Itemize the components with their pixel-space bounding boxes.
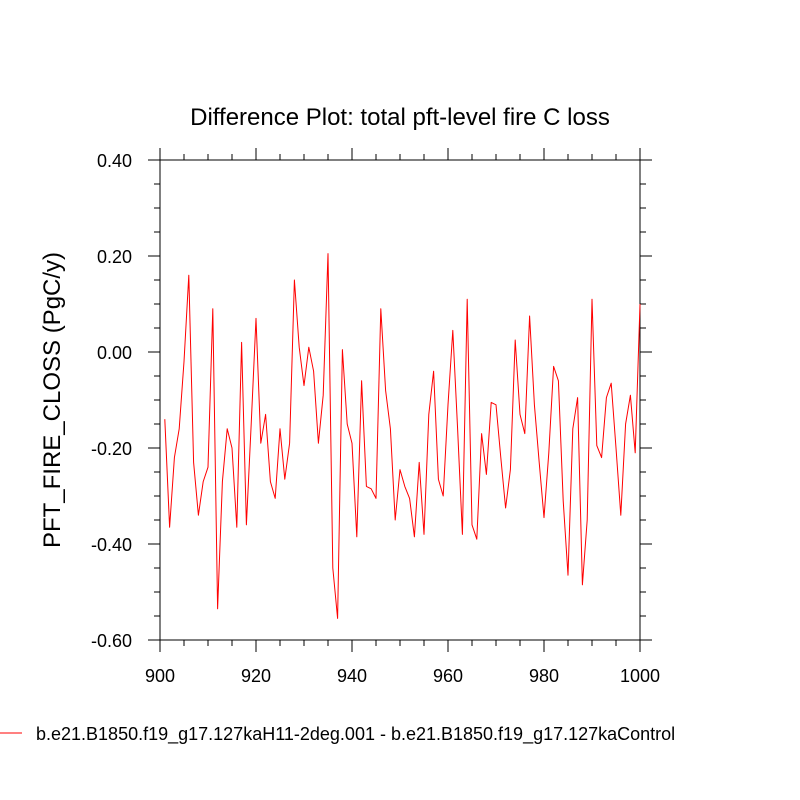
y-axis-label: PFT_FIRE_CLOSS (PgC/y) <box>39 252 66 548</box>
legend-entry-label: b.e21.B1850.f19_g17.127kaH11-2deg.001 - … <box>36 724 675 745</box>
y-tick-label: 0.00 <box>97 343 132 363</box>
x-tick-label: 980 <box>529 666 559 686</box>
x-tick-label: 940 <box>337 666 367 686</box>
x-tick-label: 1000 <box>620 666 660 686</box>
plot-area: 900 920 940 960 980 1000 -0.60 -0.40 -0.20 0.00 0.… <box>91 148 660 686</box>
series-line <box>164 253 641 619</box>
y-tick-label: -0.40 <box>91 535 132 555</box>
legend: b.e21.B1850.f19_g17.127kaH11-2deg.001 - … <box>0 724 675 745</box>
y-tick-label: 0.20 <box>97 247 132 267</box>
y-tick-label: 0.40 <box>97 151 132 171</box>
y-tick-label: -0.20 <box>91 439 132 459</box>
x-tick-label: 960 <box>433 666 463 686</box>
x-tick-label: 920 <box>241 666 271 686</box>
x-tick-label: 900 <box>145 666 175 686</box>
chart-title: Difference Plot: total pft-level fire C … <box>190 104 610 131</box>
y-tick-label: -0.60 <box>91 631 132 651</box>
